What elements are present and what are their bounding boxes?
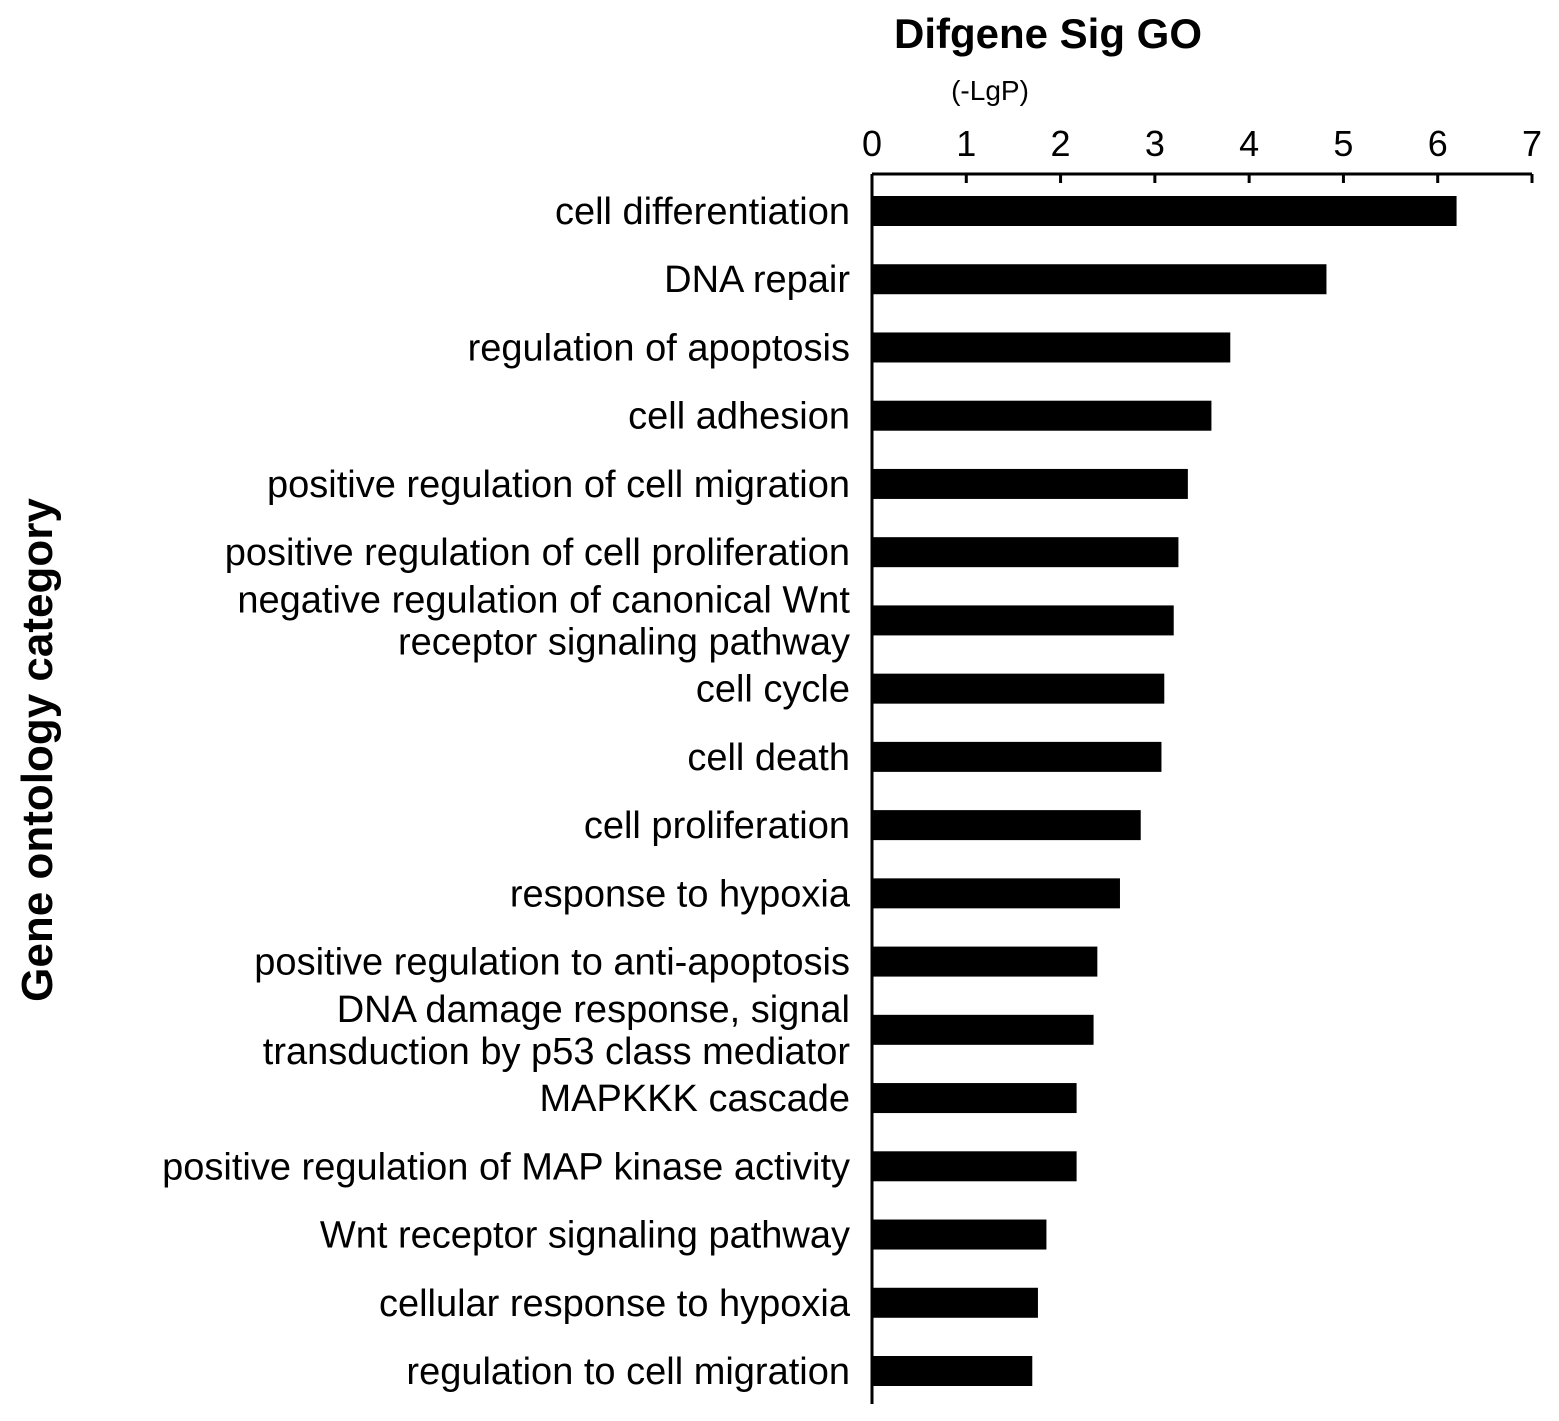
bar: [872, 400, 1212, 431]
category-label: positive regulation of cell migration: [267, 464, 850, 506]
category-label: regulation of apoptosis: [468, 327, 850, 369]
chart-title: Difgene Sig GO: [894, 10, 1202, 57]
category-label: cell differentiation: [555, 191, 850, 233]
category-label: cell death: [687, 737, 850, 779]
category-labels: cell differentiation DNA repair regulation…: [162, 191, 851, 1393]
category-label: response to hypoxia: [510, 873, 851, 915]
x-tick-label: 3: [1145, 123, 1165, 164]
x-tick-label: 1: [956, 123, 976, 164]
bar: [872, 1151, 1077, 1182]
bar: [872, 878, 1120, 909]
bar: [872, 1014, 1094, 1045]
bar: [872, 946, 1098, 977]
category-label: positive regulation of MAP kinase activi…: [162, 1146, 850, 1188]
category-label: cell proliferation: [584, 805, 850, 847]
x-tick-label: 6: [1428, 123, 1448, 164]
category-label: Wnt receptor signaling pathway: [320, 1215, 850, 1257]
category-label: regulation to cell migration: [406, 1351, 850, 1393]
bar: [872, 810, 1141, 841]
category-label: cell cycle: [696, 669, 850, 711]
bar: [872, 1219, 1047, 1250]
category-label: negative regulation of canonical Wnt: [237, 579, 850, 621]
category-label: DNA damage response, signal: [337, 989, 850, 1031]
x-tick-label: 5: [1333, 123, 1353, 164]
category-label: positive regulation to anti-apoptosis: [254, 942, 850, 984]
category-label: cellular response to hypoxia: [379, 1283, 851, 1325]
bar: [872, 741, 1162, 772]
bar: [872, 332, 1231, 363]
x-axis-label: (-LgP): [951, 75, 1029, 106]
y-axis-label: Gene ontology category: [13, 498, 62, 1002]
category-label: transduction by p53 class mediator: [263, 1031, 851, 1073]
category-label: cell adhesion: [628, 396, 850, 438]
x-tick-label: 4: [1239, 123, 1259, 164]
category-label: MAPKKK cascade: [540, 1078, 850, 1120]
category-label: receptor signaling pathway: [398, 621, 850, 663]
bar: [872, 537, 1179, 568]
bar: [872, 196, 1457, 226]
bar: [872, 468, 1188, 499]
category-label: DNA repair: [664, 259, 850, 301]
bar: [872, 264, 1327, 295]
x-tick-label: 7: [1522, 123, 1542, 164]
bars: [872, 196, 1457, 1386]
x-tick-label: 2: [1051, 123, 1071, 164]
category-label: positive regulation of cell proliferatio…: [225, 532, 850, 574]
bar: [872, 605, 1174, 636]
bar: [872, 673, 1165, 704]
bar: [872, 1083, 1077, 1114]
bar: [872, 1356, 1033, 1386]
x-axis-ticks: 0 1 2 3 4 5 6 7: [862, 123, 1542, 183]
x-tick-label: 0: [862, 123, 882, 164]
bar: [872, 1287, 1038, 1318]
